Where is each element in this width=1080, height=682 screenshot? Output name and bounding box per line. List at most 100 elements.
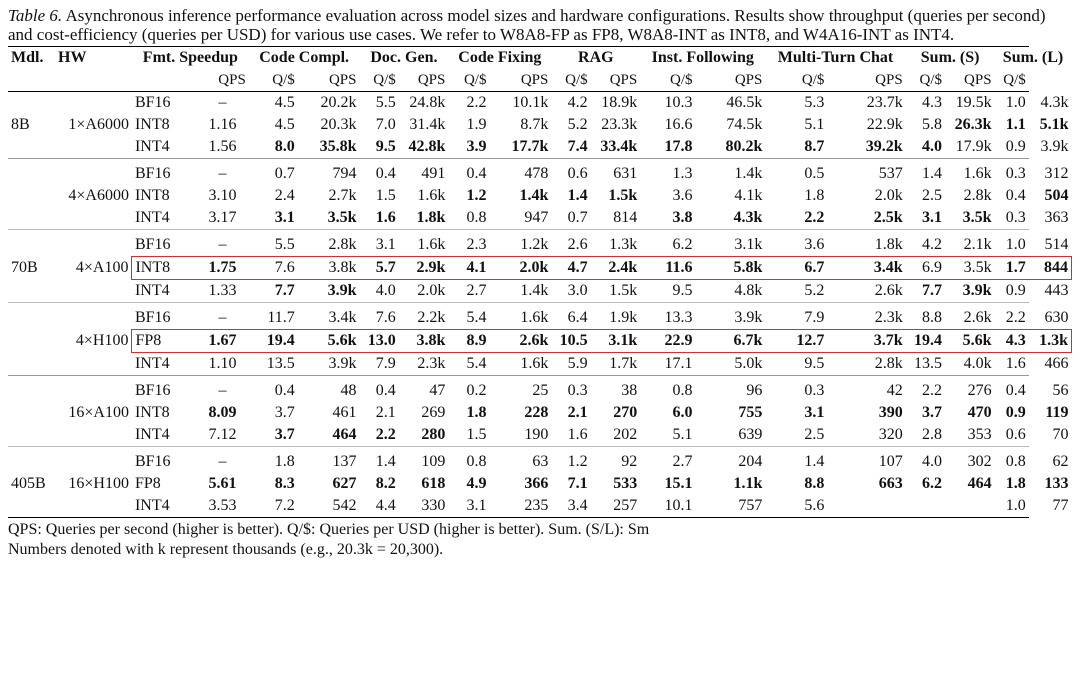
hardware-cell: 16×H100 — [68, 475, 129, 492]
qps-cell: 6.4 — [567, 309, 588, 326]
format-cell: BF16 — [134, 165, 171, 182]
hardware-cell — [55, 163, 132, 185]
format-cell: BF16 — [134, 309, 171, 326]
qusd-cell: 3.7k — [827, 329, 906, 353]
model-cell — [8, 207, 55, 230]
qusd-cell: 31.4k — [409, 116, 446, 133]
format-cell: FP8 — [134, 475, 161, 492]
qusd-cell: 1.6k — [963, 165, 992, 182]
format-cell: INT4 — [134, 497, 170, 514]
qps-cell: 4.2 — [567, 94, 588, 111]
qusd-cell: 3.1k — [734, 236, 763, 253]
qusd-cell: 1.4k — [519, 187, 549, 204]
qusd-cell: 4.0k — [963, 355, 992, 372]
model-cell — [8, 234, 55, 257]
metric-qps-header: QPS — [734, 72, 763, 88]
qusd-cell: 320 — [878, 426, 903, 443]
speedup-cell: 8.09 — [208, 404, 237, 421]
qusd-cell: 464 — [332, 426, 357, 443]
metric-qusd-header: Q/$ — [272, 72, 295, 88]
qps-cell: 8.9 — [448, 329, 490, 353]
qusd-cell: 1.6k — [417, 236, 446, 253]
qusd-cell: 3.5k — [944, 256, 995, 280]
qps-cell: 2.5 — [804, 426, 825, 443]
qusd-cell: 42 — [886, 382, 903, 399]
qps-cell: 5.3 — [804, 94, 825, 111]
qusd-cell: 235 — [524, 497, 549, 514]
qps-cell: 6.9 — [905, 256, 945, 280]
qusd-cell: 10.1k — [512, 94, 549, 111]
qps-cell: 3.1 — [274, 209, 295, 226]
format-cell: INT8 — [131, 256, 197, 280]
hardware-cell — [55, 424, 132, 447]
qusd-cell: 257 — [613, 497, 638, 514]
table-row: BF16 – 5.5 2.8k 3.1 1.6k 2.3 1.2k 2.6 1.3k 6.2 3.1k… — [8, 234, 1072, 257]
qusd-cell: 2.3k — [417, 355, 446, 372]
qps-cell: 2.3 — [466, 236, 487, 253]
format-cell: INT8 — [134, 187, 170, 204]
qusd-cell: 1.5k — [609, 282, 638, 299]
speedup-cell: – — [218, 94, 227, 111]
qusd-cell: 5.6k — [297, 329, 360, 353]
qusd-cell: 3.8k — [297, 256, 360, 280]
qusd-cell: 33.4k — [600, 138, 638, 155]
header-row: Mdl. HW Fmt. Speedup Code Compl. Doc. Ge… — [8, 47, 1072, 69]
qusd-cell: 1.2k — [520, 236, 549, 253]
qusd-cell: 844 — [1028, 256, 1072, 280]
qps-cell: 1.0 — [1005, 94, 1026, 111]
table-row: BF16 – 11.7 3.4k 7.6 2.2k 5.4 1.6k 6.4 1.9k 13.3 3.… — [8, 307, 1072, 330]
qps-cell: 17.8 — [664, 138, 693, 155]
qps-cell: 2.5 — [921, 187, 942, 204]
qusd-cell: 491 — [421, 165, 446, 182]
qps-cell: 2.2 — [375, 426, 396, 443]
qps-cell: 2.2 — [804, 209, 825, 226]
table-row: INT4 3.17 3.1 3.5k 1.6 1.8k 0.8 947 0.7 814 3.8 4.3… — [8, 207, 1072, 230]
qusd-cell: 363 — [1044, 209, 1069, 227]
qps-cell: 13.3 — [664, 309, 693, 326]
qps-cell: 4.0 — [375, 282, 396, 299]
qusd-cell: 3.8k — [398, 329, 449, 353]
model-cell — [8, 92, 55, 114]
qps-cell: 7.9 — [804, 309, 825, 326]
hardware-cell: 4×A100 — [75, 259, 129, 276]
qps-cell: 5.6 — [804, 497, 825, 514]
qusd-cell: 1.1k — [733, 475, 763, 492]
speedup-cell: 1.75 — [196, 256, 249, 280]
qps-cell: 12.7 — [765, 329, 828, 353]
qusd-cell: 56 — [1052, 382, 1069, 399]
format-cell: INT4 — [134, 209, 170, 226]
qps-cell: 1.8 — [804, 187, 825, 204]
model-cell — [8, 185, 55, 207]
qusd-cell: 814 — [613, 209, 638, 226]
qps-cell: 22.9 — [640, 329, 696, 353]
qusd-cell: 47 — [429, 382, 446, 399]
metric-qps-header: QPS — [875, 72, 903, 88]
speedup-cell: 1.10 — [208, 355, 237, 372]
qps-cell: 4.2 — [921, 236, 942, 253]
qusd-cell: 4.3k — [1040, 94, 1069, 111]
speedup-cell: 3.10 — [208, 187, 237, 204]
qps-cell: 1.0 — [1005, 236, 1026, 253]
qusd-cell: 1.3k — [1028, 329, 1072, 353]
qps-cell: 4.3 — [994, 329, 1029, 353]
qusd-cell: 20.2k — [320, 94, 357, 111]
qusd-cell: 330 — [421, 497, 446, 514]
format-cell: BF16 — [134, 94, 171, 111]
qusd-cell: 77 — [1052, 497, 1069, 515]
qusd-cell: 3.5k — [327, 209, 357, 226]
model-cell: 405B — [11, 475, 46, 492]
table-row: 405B 16×H100 FP8 5.61 8.3 627 8.2 618 4.9 366 7.1 5… — [8, 473, 1072, 495]
qps-cell: 0.3 — [1005, 165, 1026, 182]
qps-cell: 0.6 — [1005, 426, 1026, 443]
qps-cell: 1.8 — [274, 453, 295, 470]
qps-cell: 1.4 — [921, 165, 942, 182]
speedup-cell: – — [218, 382, 227, 399]
qps-cell: 4.4 — [375, 497, 396, 514]
footnote-line-1: QPS: Queries per second (higher is bette… — [8, 521, 650, 538]
qps-cell: 2.7 — [672, 453, 693, 470]
qusd-cell: 630 — [1044, 309, 1069, 326]
header-use-case: Inst. Following — [651, 49, 754, 66]
qusd-cell: 3.9k — [734, 309, 763, 326]
speedup-cell: – — [218, 309, 227, 326]
qusd-cell: 302 — [967, 453, 992, 470]
